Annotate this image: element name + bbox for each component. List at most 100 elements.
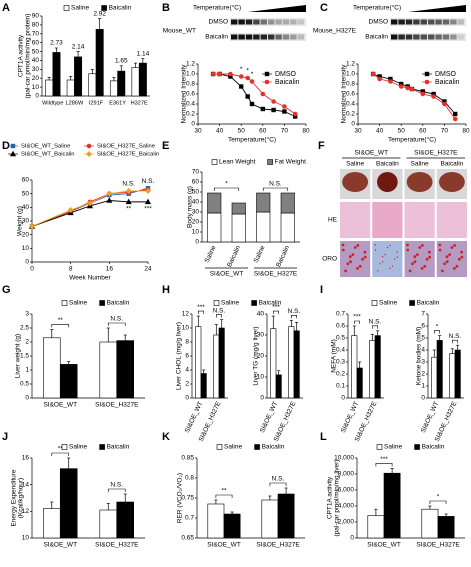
- y-tick-label: 70: [192, 169, 200, 176]
- lipid-droplet: [413, 260, 417, 264]
- y-tick-label: 50: [32, 48, 40, 55]
- blot-band: [238, 19, 245, 25]
- x-tick-label: L286W: [66, 100, 84, 106]
- bar: [367, 515, 385, 539]
- significance-label: **: [58, 317, 64, 324]
- significance-label: N.S.: [369, 319, 382, 326]
- blot-band: [253, 19, 260, 25]
- x-tick-label: 40: [376, 128, 384, 135]
- group-label: SI&OE_H327E: [254, 271, 298, 278]
- marker: [10, 143, 16, 149]
- significance-label: **: [58, 446, 64, 453]
- marker: [452, 116, 458, 122]
- fold-label: 2.14: [72, 43, 85, 50]
- bar: [45, 79, 54, 97]
- x-tick-label: SI&OE_WT: [184, 401, 205, 434]
- y-tick-label: 6,000: [338, 487, 355, 494]
- significance-bracket: [269, 482, 287, 486]
- blot-band: [442, 19, 450, 25]
- y-tick-label: 20: [192, 219, 200, 226]
- bar: [454, 349, 461, 399]
- legend-swatch: [61, 444, 68, 450]
- blot-row-label: Baicalin: [205, 34, 228, 41]
- legend-swatch: [99, 444, 105, 450]
- blot-row-label: DMSO: [209, 19, 229, 26]
- marker: [28, 223, 36, 230]
- significance-label: N.S.: [213, 307, 226, 314]
- x-tick-label: SI&OE_WT: [207, 542, 241, 549]
- y-tick-label: 0: [260, 395, 264, 402]
- legend-label: Saline: [71, 5, 89, 12]
- significance-label: ***: [380, 456, 388, 463]
- significance-bracket: [107, 488, 126, 492]
- blot-band: [442, 34, 450, 40]
- y-tick-label: 0.65: [181, 535, 194, 542]
- significance-label: *: [437, 494, 440, 501]
- x-tick-label: SI&OE_H327E: [256, 542, 300, 549]
- blot-title: Temperature(°C): [193, 4, 241, 12]
- panel-letter: G: [2, 284, 11, 296]
- legend-swatch: [254, 444, 260, 450]
- lipid-droplet: [381, 256, 384, 258]
- legend-label: DMSO: [435, 71, 457, 78]
- y-tick-label: 60: [192, 179, 200, 186]
- significance-label: N.S.: [269, 181, 282, 188]
- bar: [436, 340, 443, 399]
- y-tick-label: 0.85: [181, 455, 194, 462]
- x-tick-label: SI&OE_WT: [259, 401, 280, 434]
- legend-label: DMSO: [275, 71, 297, 78]
- significance-label: N.S.: [122, 181, 135, 188]
- panel-letter: J: [2, 431, 8, 443]
- significance-bracket: [273, 310, 279, 315]
- legend-label: Baicalin: [109, 5, 132, 12]
- blot-band: [428, 19, 435, 25]
- significance-bracket: [434, 330, 440, 334]
- marker: [86, 200, 94, 207]
- lipid-droplet: [438, 243, 442, 247]
- panel-letter: K: [162, 431, 170, 443]
- blot-band: [450, 19, 457, 25]
- panel-letter: L: [320, 431, 327, 443]
- temperature-wedge: [248, 5, 306, 12]
- x-tick-label: SI&OE_WT: [43, 542, 77, 549]
- blot-band: [260, 34, 267, 40]
- y-tick-label: 10: [182, 325, 190, 332]
- blot-band: [260, 19, 267, 25]
- x-axis-label: Temperature(°C): [388, 136, 436, 144]
- y-tick-label: 0.2: [346, 111, 355, 118]
- y-tick-label: 60: [32, 39, 40, 46]
- x-tick-label: 70: [441, 128, 449, 135]
- y-tick-label: 20: [257, 353, 265, 360]
- legend-swatch: [216, 444, 223, 450]
- blot-band: [405, 34, 413, 40]
- lipid-droplet: [416, 253, 419, 256]
- bar: [383, 472, 401, 539]
- he-stain: [404, 202, 435, 238]
- blot-band: [231, 19, 238, 25]
- significance-bracket: [215, 494, 233, 498]
- y-tick-label: 4: [421, 347, 425, 354]
- x-tick-label: Wildtype: [42, 100, 63, 106]
- significance-bracket: [291, 315, 297, 319]
- lipid-droplet: [384, 253, 386, 256]
- x-tick-label: SI&OE_WT: [43, 402, 77, 409]
- y-tick-label: 0.8: [185, 475, 194, 482]
- y-tick-label: 0.1: [336, 383, 345, 390]
- x-tick-label: SI&OE_H327E: [95, 402, 139, 409]
- y-tick-label: 2: [25, 339, 29, 346]
- lipid-droplet: [341, 243, 345, 247]
- legend-label: SI&OE_H327E_Baicalin: [97, 152, 159, 158]
- y-tick-label: 0: [351, 121, 355, 128]
- y-tick-label: 0.5: [336, 335, 345, 342]
- significance-bracket: [429, 500, 447, 504]
- lipid-droplet: [420, 244, 424, 247]
- legend-label: Saline: [224, 444, 242, 451]
- y-tick-label: 0.6: [336, 323, 345, 330]
- bar: [117, 70, 126, 97]
- blot-band: [398, 19, 405, 25]
- bar: [293, 330, 300, 399]
- bar: [261, 499, 279, 539]
- significance-label: **: [221, 488, 227, 495]
- y-tick-label: 0.7: [336, 311, 345, 318]
- bar: [288, 326, 295, 399]
